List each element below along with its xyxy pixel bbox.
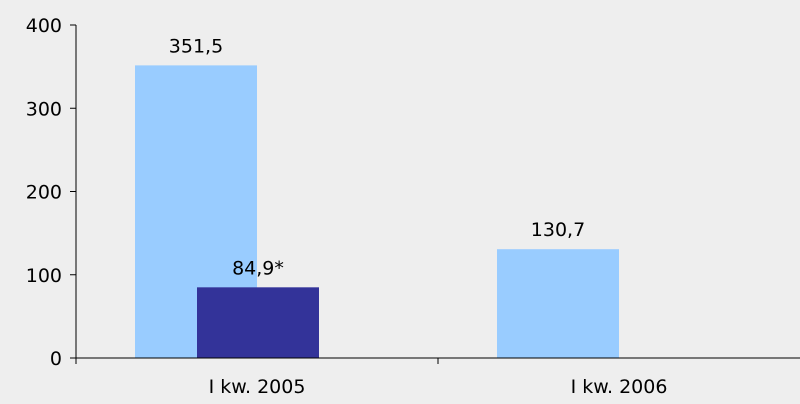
y-tick-label-100: 100 <box>26 265 62 287</box>
axes-layer: 0 100 200 300 400 <box>26 15 800 370</box>
y-tick-label-400: 400 <box>26 15 62 37</box>
y-tick-label-300: 300 <box>26 98 62 120</box>
y-tick-label-200: 200 <box>26 182 62 204</box>
category-labels-layer: I kw. 2005 I kw. 2006 <box>209 376 668 398</box>
category-label-1: I kw. 2005 <box>209 376 306 398</box>
category-label-2: I kw. 2006 <box>571 376 668 398</box>
data-label-series2-cat1: 84,9* <box>232 257 284 279</box>
data-labels-layer: 351,5 130,7 84,9* <box>169 35 585 279</box>
bar-series2-cat1 <box>197 287 319 358</box>
y-tick-label-0: 0 <box>50 348 62 370</box>
bar-series1-cat2 <box>497 249 619 358</box>
data-label-series1-cat2: 130,7 <box>531 219 585 241</box>
bars-layer <box>135 65 619 358</box>
data-label-series1-cat1: 351,5 <box>169 35 223 57</box>
